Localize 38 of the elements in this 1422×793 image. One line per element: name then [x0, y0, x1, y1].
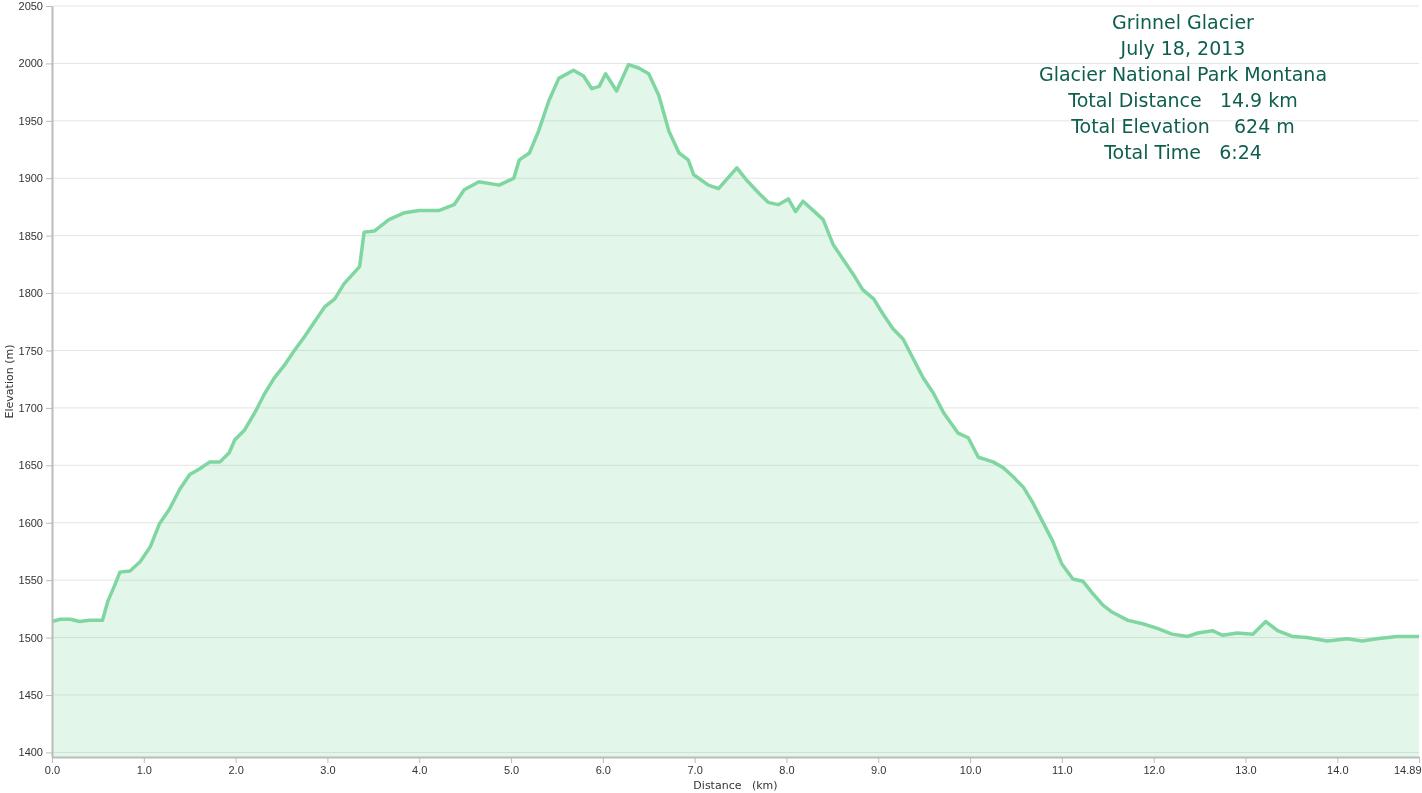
y-tick-label: 1450 [18, 689, 43, 702]
y-tick-label: 1900 [18, 172, 43, 185]
chart-title: Grinnel Glacier [1112, 11, 1255, 33]
x-tick-label: 2.0 [228, 763, 244, 776]
x-tick-label: 3.0 [320, 763, 336, 776]
x-tick-label: 6.0 [595, 763, 611, 776]
annotation: Total Elevation 624 m [1070, 115, 1295, 137]
annotation: Total Time 6:24 [1103, 141, 1262, 163]
x-tick-label: 13.0 [1235, 763, 1257, 776]
y-tick-label: 1600 [18, 516, 43, 529]
y-axis-title: Elevation (m) [3, 344, 16, 419]
y-tick-label: 1400 [18, 746, 43, 759]
y-tick-label: 2000 [18, 57, 43, 70]
y-tick-label: 1750 [18, 344, 43, 357]
x-tick-label: 12.0 [1143, 763, 1165, 776]
x-tick-label: 0.0 [44, 763, 61, 776]
y-tick-label: 1500 [18, 631, 43, 644]
annotation: Glacier National Park Montana [1038, 63, 1328, 85]
x-tick-label: 11.0 [1052, 763, 1073, 776]
y-tick-label: 1550 [18, 574, 43, 587]
x-tick-label: 4.0 [412, 763, 428, 776]
y-tick-label: 2050 [18, 0, 43, 13]
text: July 18, 2013 [1119, 37, 1246, 59]
x-tick-label: 1.0 [136, 763, 152, 776]
x-tick-label: 10.0 [959, 763, 982, 776]
x-tick-label: 14.89 [1393, 763, 1422, 776]
y-tick-label: 1850 [18, 229, 43, 242]
x-tick-label: 5.0 [503, 763, 520, 776]
x-axis-title: Distance (km) [693, 779, 778, 792]
x-tick-label: 8.0 [779, 763, 795, 776]
y-tick-label: 1650 [18, 459, 43, 472]
annotation: Total Distance 14.9 km [1067, 89, 1298, 111]
x-tick-label: 7.0 [687, 763, 703, 776]
x-tick-label: 14.0 [1327, 763, 1349, 776]
y-tick-label: 1800 [18, 287, 43, 300]
y-tick-label: 1700 [18, 401, 43, 414]
x-tick-label: 9.0 [871, 763, 887, 776]
y-tick-label: 1950 [18, 114, 43, 127]
